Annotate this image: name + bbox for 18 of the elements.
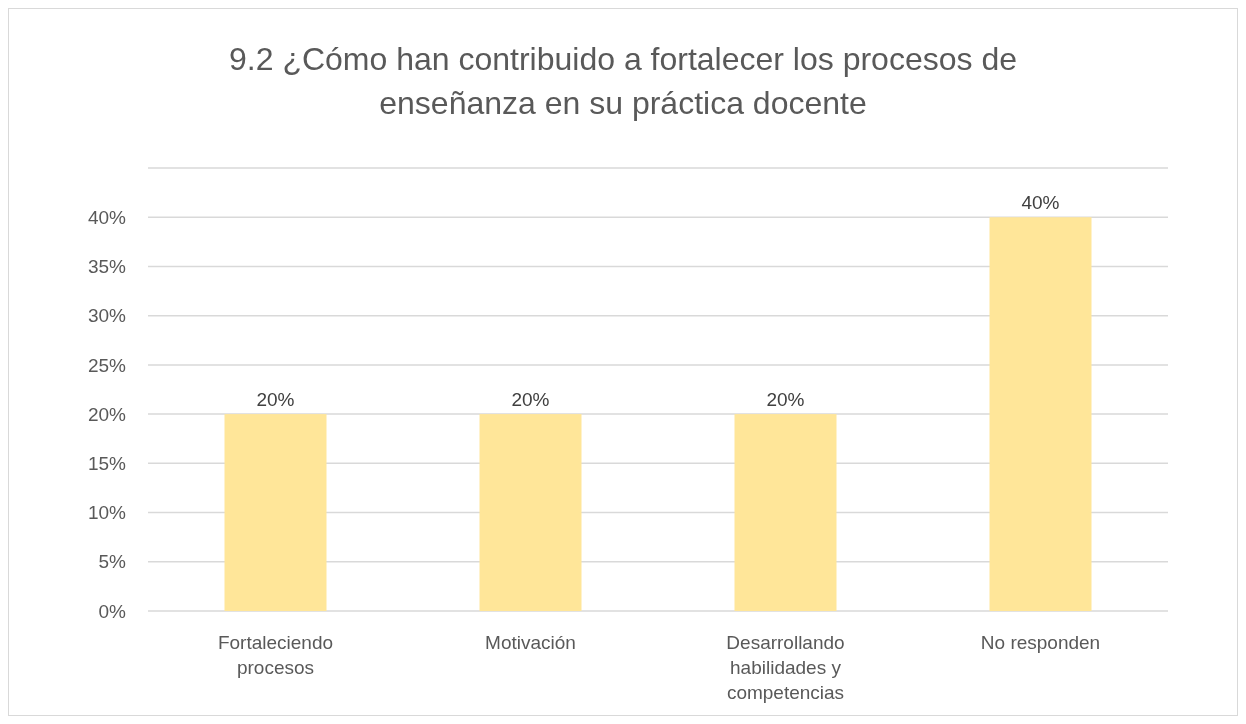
y-tick-label: 10%	[87, 502, 127, 524]
x-tick-label: Fortaleciendo procesos	[217, 632, 334, 678]
data-label: 20%	[766, 389, 805, 411]
y-tick-label: 15%	[87, 452, 127, 474]
y-tick-label: 30%	[87, 305, 127, 327]
data-label: 20%	[511, 389, 550, 411]
x-tick-label: Motivación	[485, 632, 576, 653]
data-label: 40%	[1021, 192, 1060, 214]
x-tick-label: Desarrollando habilidades y competencias	[726, 632, 845, 703]
y-tick-label: 40%	[87, 206, 127, 228]
x-tick-label: No responden	[980, 632, 1101, 653]
y-tick-label: 35%	[87, 256, 127, 278]
y-tick-label: 0%	[98, 600, 127, 622]
y-tick-label: 20%	[87, 403, 127, 425]
y-tick-label: 5%	[98, 551, 127, 573]
chart-title: 9.2 ¿Cómo han contribuido a fortalecer los procesos de enseñanza en su práctica docente	[229, 41, 1017, 121]
data-label: 20%	[256, 389, 295, 411]
y-tick-label: 25%	[87, 354, 127, 376]
